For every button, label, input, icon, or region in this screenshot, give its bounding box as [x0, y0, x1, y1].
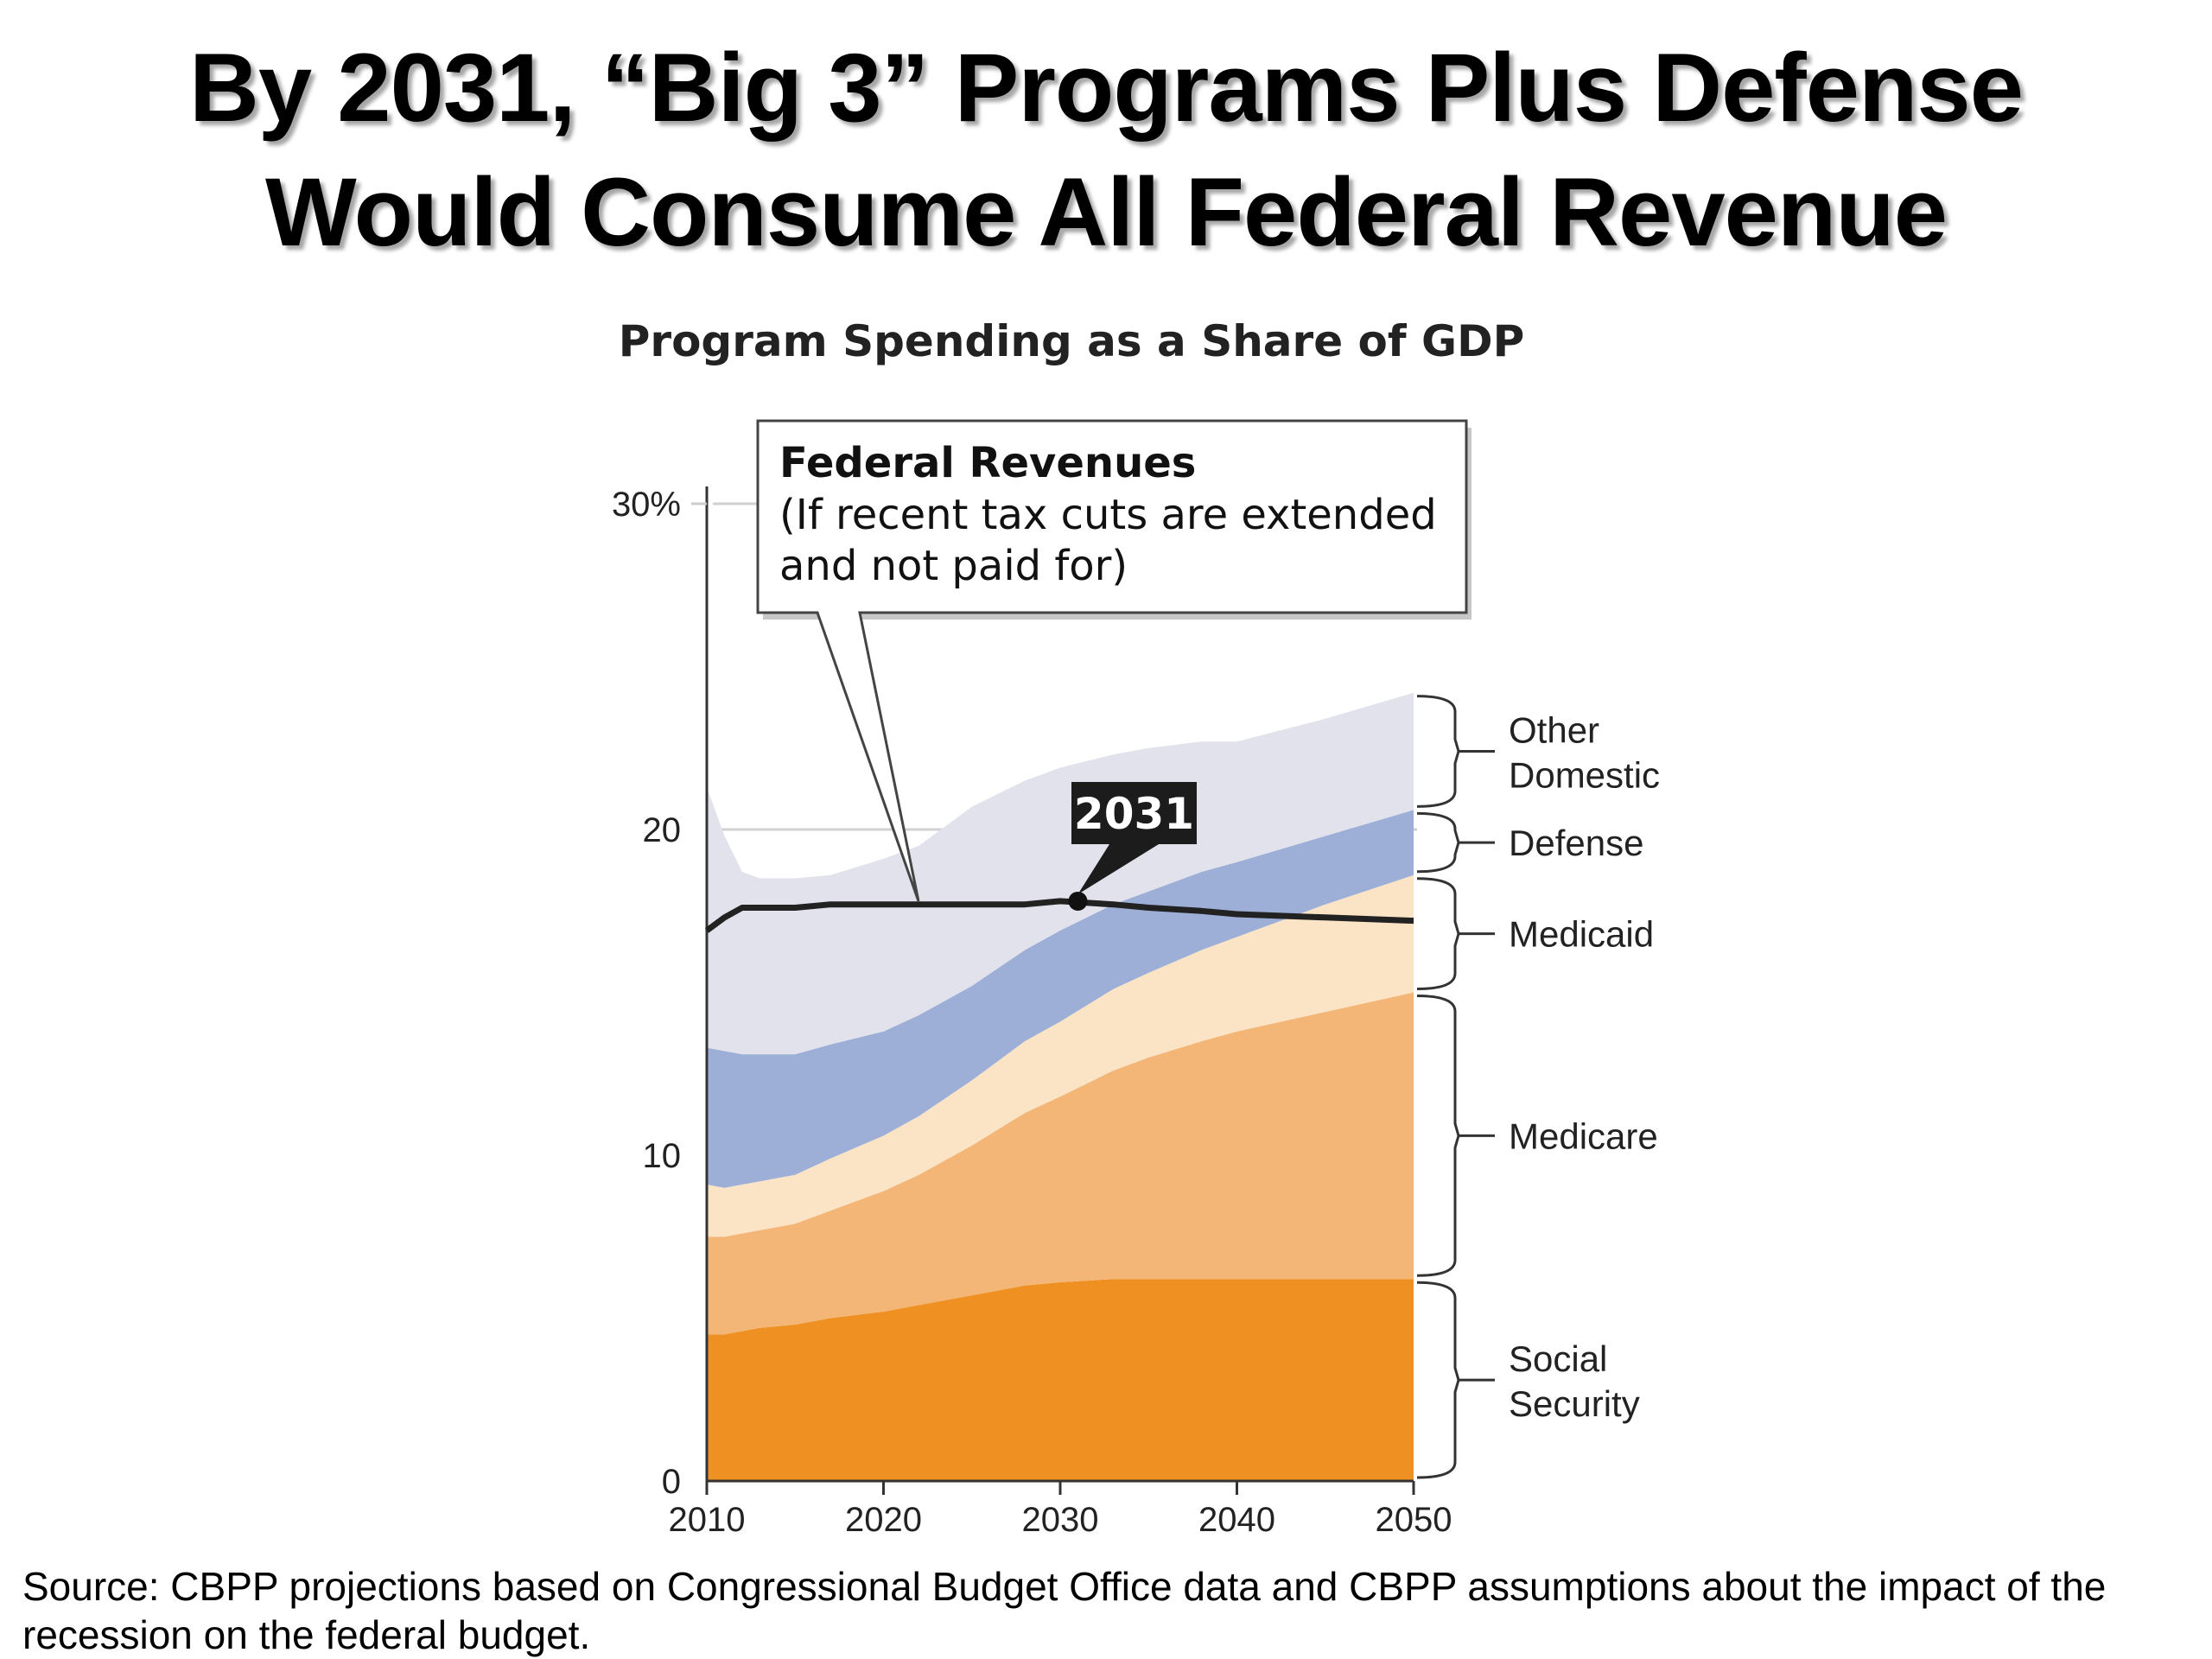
slide-title-line-2: Would Consume All Federal Revenue: [264, 158, 1948, 266]
legend-label: Medicaid: [1509, 914, 1654, 955]
area-medicare: [707, 992, 1414, 1335]
callout-line-2: (If recent tax cuts are extended: [779, 491, 1437, 539]
legend-label-line-1: Social: [1509, 1338, 1607, 1379]
source-line-2: recession on the federal budget.: [22, 1612, 591, 1657]
axes: 0 10 20 30% 2010 2020 2030 2040 2050: [612, 486, 1452, 1539]
area-medicaid: [707, 874, 1414, 1237]
revenue-callout: Federal Revenues(If recent tax cuts are …: [756, 419, 1471, 902]
callout-title: Federal Revenues: [779, 439, 1196, 487]
callout-line-3: and not paid for): [779, 542, 1128, 590]
x-tick-label: 2010: [669, 1501, 746, 1539]
callout-box: [756, 419, 1468, 902]
x-tick-label: 2020: [845, 1501, 922, 1539]
area-social-security: [707, 1279, 1414, 1481]
slide-title-line-1: By 2031, “Big 3” Programs Plus Defense: [189, 34, 2024, 142]
source-note: Source: CBPP projections based on Congre…: [22, 1562, 2183, 1659]
legend-bracket: [1416, 1281, 1460, 1479]
year-2031-marker-box: [1071, 782, 1197, 894]
area-series: [707, 692, 1414, 1481]
legend-label-line-2: Security: [1509, 1383, 1640, 1424]
x-tick-label: 2050: [1376, 1501, 1452, 1539]
revenue-2031-point: [1068, 891, 1088, 911]
year-2031-marker-label: 2031: [1074, 789, 1194, 839]
y-tick-label: 10: [643, 1137, 682, 1175]
legend-bracket: [1416, 695, 1460, 808]
area-defense: [707, 810, 1414, 1188]
legend-label-line-1: Other: [1509, 710, 1599, 751]
slide-title: By 2031, “Big 3” Programs Plus Defense W…: [0, 26, 2212, 275]
x-tick-label: 2040: [1198, 1501, 1275, 1539]
federal-revenue-line: [704, 898, 1414, 933]
revenue-line-layer: 2031: [704, 782, 1414, 933]
legend-label-line-2: Domestic: [1509, 755, 1660, 796]
legend-bracket: [1416, 811, 1460, 874]
y-tick-label: 0: [662, 1463, 681, 1501]
chart-title: Program Spending as a Share of GDP: [619, 316, 1524, 366]
y-tick-label: 30%: [612, 486, 681, 524]
legend-label: Defense: [1509, 823, 1643, 863]
legend-label: Medicare: [1509, 1116, 1658, 1156]
legend-bracket: [1416, 995, 1460, 1277]
x-tick-label: 2030: [1022, 1501, 1099, 1539]
legend-bracket: [1416, 877, 1460, 990]
area-other-domestic: [707, 692, 1414, 1055]
y-tick-label: 20: [643, 811, 682, 849]
source-line-1: Source: CBPP projections based on Congre…: [22, 1564, 2107, 1609]
